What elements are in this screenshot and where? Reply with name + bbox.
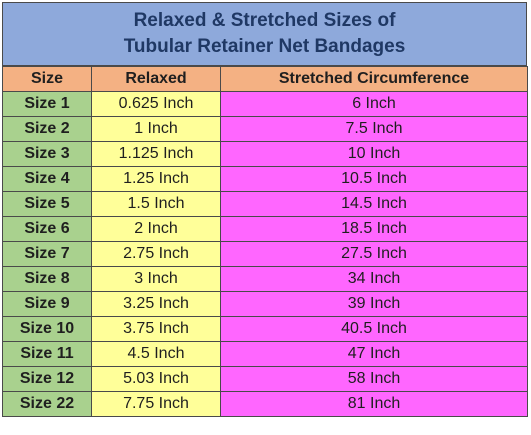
size-cell: Size 12 — [2, 366, 92, 392]
table-row: Size 5 1.5 Inch 14.5 Inch — [2, 191, 528, 217]
stretched-cell: 10 Inch — [220, 141, 528, 167]
stretched-cell: 40.5 Inch — [220, 316, 528, 342]
size-cell: Size 11 — [2, 341, 92, 367]
size-cell: Size 1 — [2, 91, 92, 117]
relaxed-cell: 1.125 Inch — [91, 141, 221, 167]
relaxed-cell: 0.625 Inch — [91, 91, 221, 117]
table-row: Size 1 0.625 Inch 6 Inch — [2, 91, 528, 117]
chart-title: Relaxed & Stretched Sizes of Tubular Ret… — [2, 2, 527, 66]
stretched-cell: 47 Inch — [220, 341, 528, 367]
size-cell: Size 8 — [2, 266, 92, 292]
relaxed-cell: 7.75 Inch — [91, 391, 221, 417]
size-table: Size Relaxed Stretched Circumference Siz… — [2, 66, 528, 417]
size-cell: Size 7 — [2, 241, 92, 267]
stretched-cell: 14.5 Inch — [220, 191, 528, 217]
relaxed-cell: 5.03 Inch — [91, 366, 221, 392]
stretched-cell: 58 Inch — [220, 366, 528, 392]
size-cell: Size 9 — [2, 291, 92, 317]
relaxed-cell: 3.25 Inch — [91, 291, 221, 317]
table-row: Size 11 4.5 Inch 47 Inch — [2, 341, 528, 367]
table-row: Size 3 1.125 Inch 10 Inch — [2, 141, 528, 167]
table-row: Size 22 7.75 Inch 81 Inch — [2, 391, 528, 417]
relaxed-cell: 2 Inch — [91, 216, 221, 242]
size-cell: Size 6 — [2, 216, 92, 242]
relaxed-cell: 3.75 Inch — [91, 316, 221, 342]
stretched-cell: 27.5 Inch — [220, 241, 528, 267]
size-cell: Size 2 — [2, 116, 92, 142]
relaxed-cell: 3 Inch — [91, 266, 221, 292]
size-cell: Size 5 — [2, 191, 92, 217]
table-row: Size 12 5.03 Inch 58 Inch — [2, 366, 528, 392]
header-row: Size Relaxed Stretched Circumference — [2, 66, 528, 92]
relaxed-cell: 1 Inch — [91, 116, 221, 142]
stretched-cell: 6 Inch — [220, 91, 528, 117]
table-row: Size 4 1.25 Inch 10.5 Inch — [2, 166, 528, 192]
size-cell: Size 4 — [2, 166, 92, 192]
table-row: Size 10 3.75 Inch 40.5 Inch — [2, 316, 528, 342]
header-stretched: Stretched Circumference — [220, 66, 528, 92]
stretched-cell: 39 Inch — [220, 291, 528, 317]
stretched-cell: 7.5 Inch — [220, 116, 528, 142]
title-line-1: Relaxed & Stretched Sizes of — [133, 10, 396, 31]
size-cell: Size 3 — [2, 141, 92, 167]
stretched-cell: 18.5 Inch — [220, 216, 528, 242]
relaxed-cell: 1.25 Inch — [91, 166, 221, 192]
header-relaxed: Relaxed — [91, 66, 221, 92]
relaxed-cell: 4.5 Inch — [91, 341, 221, 367]
relaxed-cell: 2.75 Inch — [91, 241, 221, 267]
stretched-cell: 10.5 Inch — [220, 166, 528, 192]
title-line-2: Tubular Retainer Net Bandages — [123, 36, 406, 57]
stretched-cell: 81 Inch — [220, 391, 528, 417]
table-row: Size 9 3.25 Inch 39 Inch — [2, 291, 528, 317]
size-cell: Size 22 — [2, 391, 92, 417]
relaxed-cell: 1.5 Inch — [91, 191, 221, 217]
table-row: Size 7 2.75 Inch 27.5 Inch — [2, 241, 528, 267]
header-size: Size — [2, 66, 92, 92]
stretched-cell: 34 Inch — [220, 266, 528, 292]
size-cell: Size 10 — [2, 316, 92, 342]
